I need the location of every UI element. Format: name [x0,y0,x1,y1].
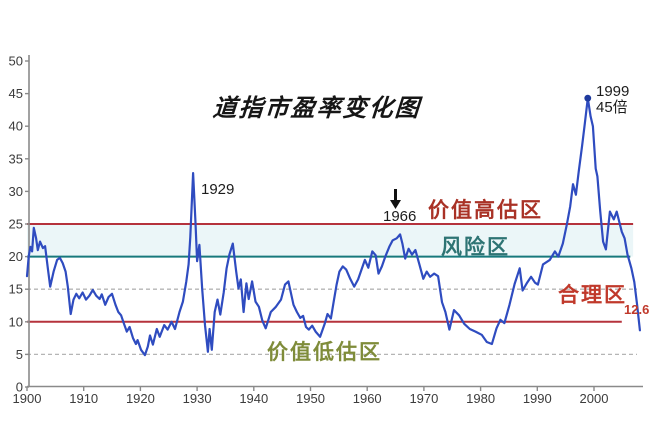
svg-text:5: 5 [16,347,23,362]
svg-text:1940: 1940 [239,391,268,406]
svg-text:1950: 1950 [296,391,325,406]
svg-text:20: 20 [9,249,23,264]
svg-text:1920: 1920 [126,391,155,406]
svg-text:1900: 1900 [13,391,42,406]
zone-label-undervalued: 价值低估区 [267,341,382,364]
svg-text:45: 45 [9,86,23,101]
svg-text:1970: 1970 [409,391,438,406]
zone-label-risk: 风险区 [441,236,510,259]
annotation-45x: 45倍 [596,99,628,116]
svg-text:15: 15 [9,282,23,297]
chart-title: 道指市盈率变化图 [211,93,422,122]
down-arrow-icon [389,189,402,210]
annotation-1929: 1929 [201,181,235,198]
svg-text:25: 25 [9,217,23,232]
zone-label-overvalued: 价值高估区 [428,199,543,222]
annotation-1999: 1999 [596,83,630,100]
svg-text:1910: 1910 [69,391,98,406]
svg-text:1990: 1990 [523,391,552,406]
svg-text:40: 40 [9,119,23,134]
svg-text:35: 35 [9,151,23,166]
svg-text:50: 50 [9,54,23,69]
annotation-1966: 1966 [383,208,417,225]
svg-text:1960: 1960 [353,391,382,406]
zone-label-reasonable: 合理区 [558,284,627,307]
svg-text:0: 0 [16,380,23,395]
svg-text:30: 30 [9,184,23,199]
svg-text:1930: 1930 [183,391,212,406]
annotation-end-value: 12.6 [624,302,650,317]
svg-text:10: 10 [9,314,23,329]
svg-text:1980: 1980 [466,391,495,406]
svg-text:2000: 2000 [580,391,609,406]
